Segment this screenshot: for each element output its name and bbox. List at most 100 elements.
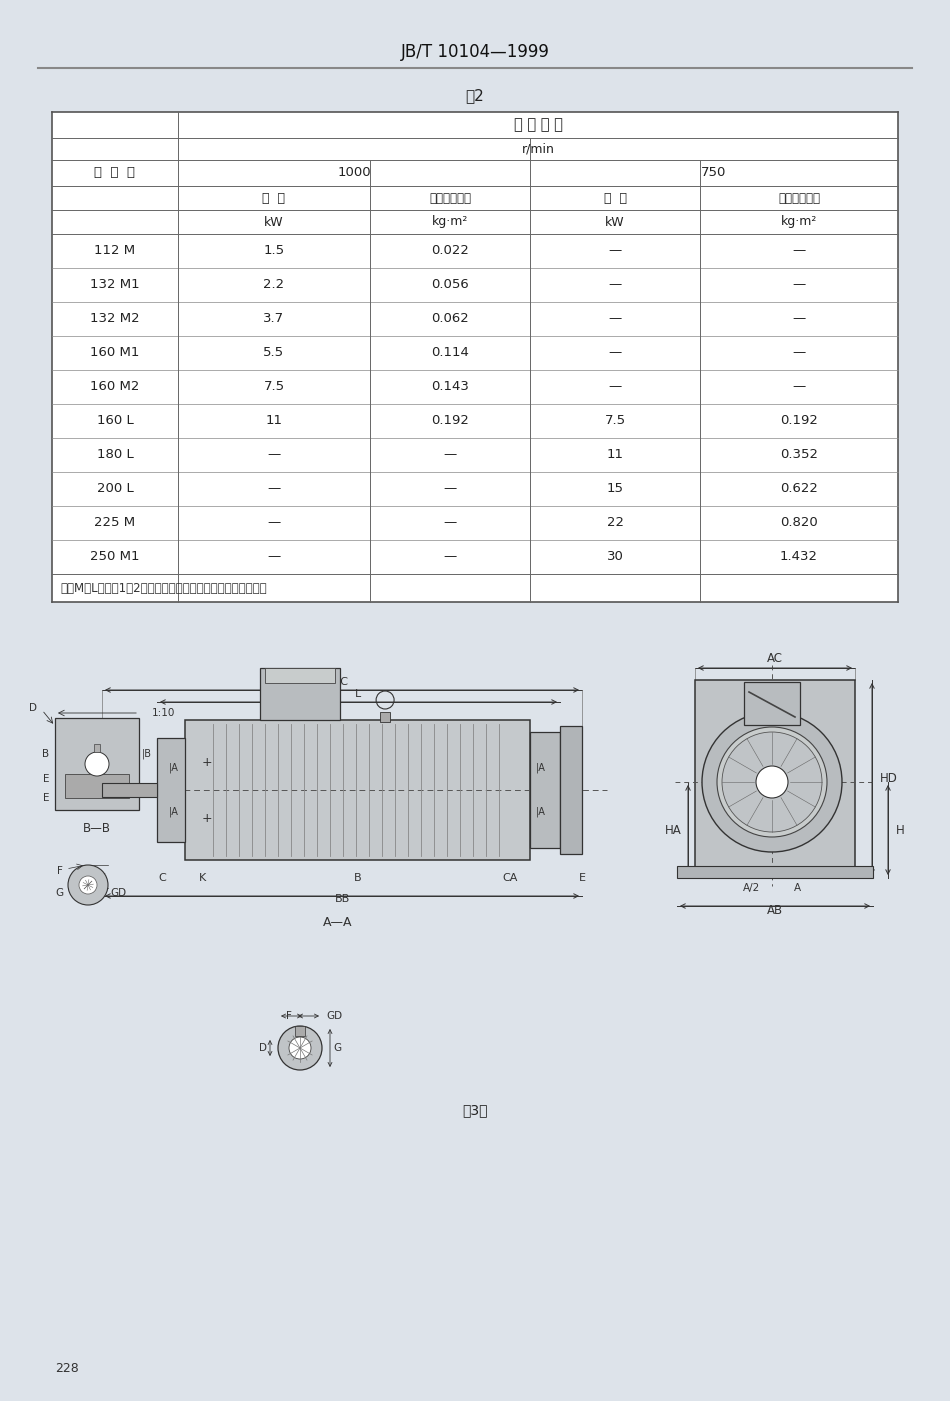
Text: E: E xyxy=(43,773,49,785)
Text: 180 L: 180 L xyxy=(97,448,133,461)
Text: HD: HD xyxy=(880,772,898,786)
Text: 0.622: 0.622 xyxy=(780,482,818,496)
Text: —: — xyxy=(444,448,457,461)
Text: 15: 15 xyxy=(606,482,623,496)
Text: H: H xyxy=(896,824,904,836)
Text: 250 M1: 250 M1 xyxy=(90,551,140,563)
Circle shape xyxy=(289,1037,311,1059)
Text: —: — xyxy=(267,517,280,530)
Text: |B: |B xyxy=(142,748,152,759)
Text: 1.432: 1.432 xyxy=(780,551,818,563)
Text: 5.5: 5.5 xyxy=(263,346,285,360)
Text: 160 M2: 160 M2 xyxy=(90,381,140,394)
Text: —: — xyxy=(792,279,806,291)
Bar xyxy=(744,682,800,724)
Text: G: G xyxy=(333,1042,341,1054)
Bar xyxy=(695,679,855,878)
Text: A/2: A/2 xyxy=(743,883,761,892)
Text: |A: |A xyxy=(169,807,179,817)
Text: B: B xyxy=(42,750,49,759)
Text: L: L xyxy=(355,689,362,699)
Text: AC: AC xyxy=(767,653,783,665)
Text: AB: AB xyxy=(767,904,783,916)
Text: —: — xyxy=(608,245,621,258)
Text: 11: 11 xyxy=(606,448,623,461)
Text: 1:10: 1:10 xyxy=(152,708,176,717)
Bar xyxy=(65,773,129,799)
Text: 0.022: 0.022 xyxy=(431,245,469,258)
Text: 750: 750 xyxy=(701,167,727,179)
Text: 228: 228 xyxy=(55,1362,79,1374)
Text: 转子转动惯量: 转子转动惯量 xyxy=(778,192,820,205)
Bar xyxy=(530,731,560,848)
Text: 225 M: 225 M xyxy=(94,517,136,530)
Circle shape xyxy=(756,766,788,799)
Text: E: E xyxy=(579,873,585,883)
Text: —: — xyxy=(608,346,621,360)
Text: 200 L: 200 L xyxy=(97,482,133,496)
Text: r/min: r/min xyxy=(522,143,555,156)
Text: 功  率: 功 率 xyxy=(603,192,626,205)
Text: kW: kW xyxy=(264,216,284,228)
Text: 功  率: 功 率 xyxy=(262,192,286,205)
Bar xyxy=(94,744,100,752)
Text: 0.062: 0.062 xyxy=(431,312,469,325)
Text: kW: kW xyxy=(605,216,625,228)
Text: 0.143: 0.143 xyxy=(431,381,469,394)
Text: BB: BB xyxy=(334,894,350,904)
Text: 0.820: 0.820 xyxy=(780,517,818,530)
Text: 3.7: 3.7 xyxy=(263,312,285,325)
Text: —: — xyxy=(267,482,280,496)
Text: 注：M、L后面的1、2分别代表同一机座号和转速下不同功率。: 注：M、L后面的1、2分别代表同一机座号和转速下不同功率。 xyxy=(60,581,267,594)
Text: 机  座  号: 机 座 号 xyxy=(94,167,136,179)
Bar xyxy=(102,783,157,797)
Text: —: — xyxy=(792,312,806,325)
Circle shape xyxy=(85,752,109,776)
Bar xyxy=(265,668,335,684)
Text: G: G xyxy=(55,888,63,898)
Circle shape xyxy=(79,876,97,894)
Text: K: K xyxy=(200,873,207,883)
Text: 112 M: 112 M xyxy=(94,245,136,258)
Bar xyxy=(55,717,139,810)
Text: 0.192: 0.192 xyxy=(780,415,818,427)
Text: —: — xyxy=(608,381,621,394)
Bar xyxy=(560,726,582,855)
Bar xyxy=(295,1026,305,1035)
Bar xyxy=(52,112,898,602)
Text: 0.114: 0.114 xyxy=(431,346,469,360)
Text: 0.192: 0.192 xyxy=(431,415,469,427)
Text: 同 步 转 速: 同 步 转 速 xyxy=(514,118,562,133)
Text: kg·m²: kg·m² xyxy=(432,216,468,228)
Bar xyxy=(157,738,185,842)
Text: —: — xyxy=(267,551,280,563)
Text: —: — xyxy=(608,312,621,325)
Text: 7.5: 7.5 xyxy=(604,415,625,427)
Text: |A: |A xyxy=(169,762,179,773)
Text: 1.5: 1.5 xyxy=(263,245,285,258)
Text: LC: LC xyxy=(335,677,349,686)
Text: GD: GD xyxy=(110,888,126,898)
Bar xyxy=(677,866,873,878)
Text: F: F xyxy=(286,1012,292,1021)
Text: CA: CA xyxy=(503,873,518,883)
Text: A—A: A—A xyxy=(323,915,352,929)
Bar xyxy=(380,712,390,722)
Text: —: — xyxy=(792,346,806,360)
Text: 30: 30 xyxy=(606,551,623,563)
Text: 132 M1: 132 M1 xyxy=(90,279,140,291)
Circle shape xyxy=(68,864,108,905)
Text: 表2: 表2 xyxy=(466,88,484,104)
Text: 表3图: 表3图 xyxy=(463,1103,487,1117)
Text: 转子转动惯量: 转子转动惯量 xyxy=(429,192,471,205)
Text: —: — xyxy=(267,448,280,461)
Text: F: F xyxy=(57,866,63,876)
Circle shape xyxy=(278,1026,322,1070)
Text: 0.352: 0.352 xyxy=(780,448,818,461)
Circle shape xyxy=(722,731,822,832)
Text: D: D xyxy=(259,1042,267,1054)
Bar xyxy=(185,720,530,860)
Text: 0.056: 0.056 xyxy=(431,279,469,291)
Text: +: + xyxy=(201,755,212,769)
Text: 2.2: 2.2 xyxy=(263,279,285,291)
